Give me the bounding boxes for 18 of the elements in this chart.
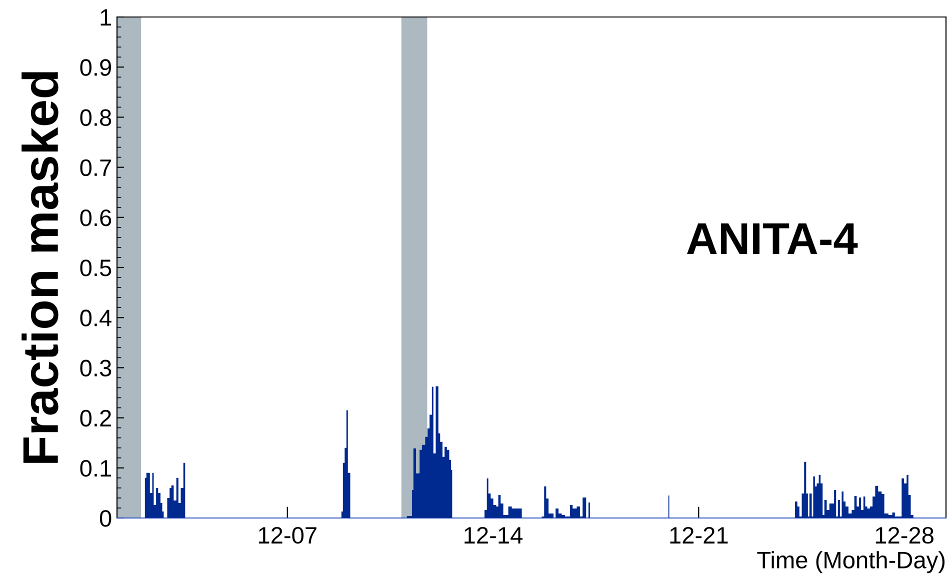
annotation: ANITA-4 (687, 223, 858, 254)
x-tick-label: 12-07 (258, 526, 316, 544)
y-tick-label: 1 (100, 9, 111, 26)
y-tick-label: 0.3 (80, 360, 112, 376)
y-tick-label: 0.7 (80, 159, 111, 176)
y-tick-label: 0.8 (80, 109, 112, 126)
x-tick-label: 12-21 (670, 526, 728, 544)
y-axis-title: Fraction masked (22, 72, 58, 463)
y-tick-label: 0.9 (80, 59, 112, 76)
x-axis-title: Time (Month-Day) (757, 551, 945, 574)
x-tick-label: 12-28 (876, 526, 934, 544)
y-tick-label: 0.2 (80, 410, 111, 427)
y-tick-label: 0.6 (80, 209, 112, 226)
y-tick-label: 0.5 (80, 260, 112, 276)
y-tick-label: 0.1 (80, 460, 111, 477)
x-tick-label: 12-14 (464, 526, 523, 544)
y-tick-label: 0 (100, 510, 112, 527)
y-tick-label: 0.4 (80, 310, 112, 326)
